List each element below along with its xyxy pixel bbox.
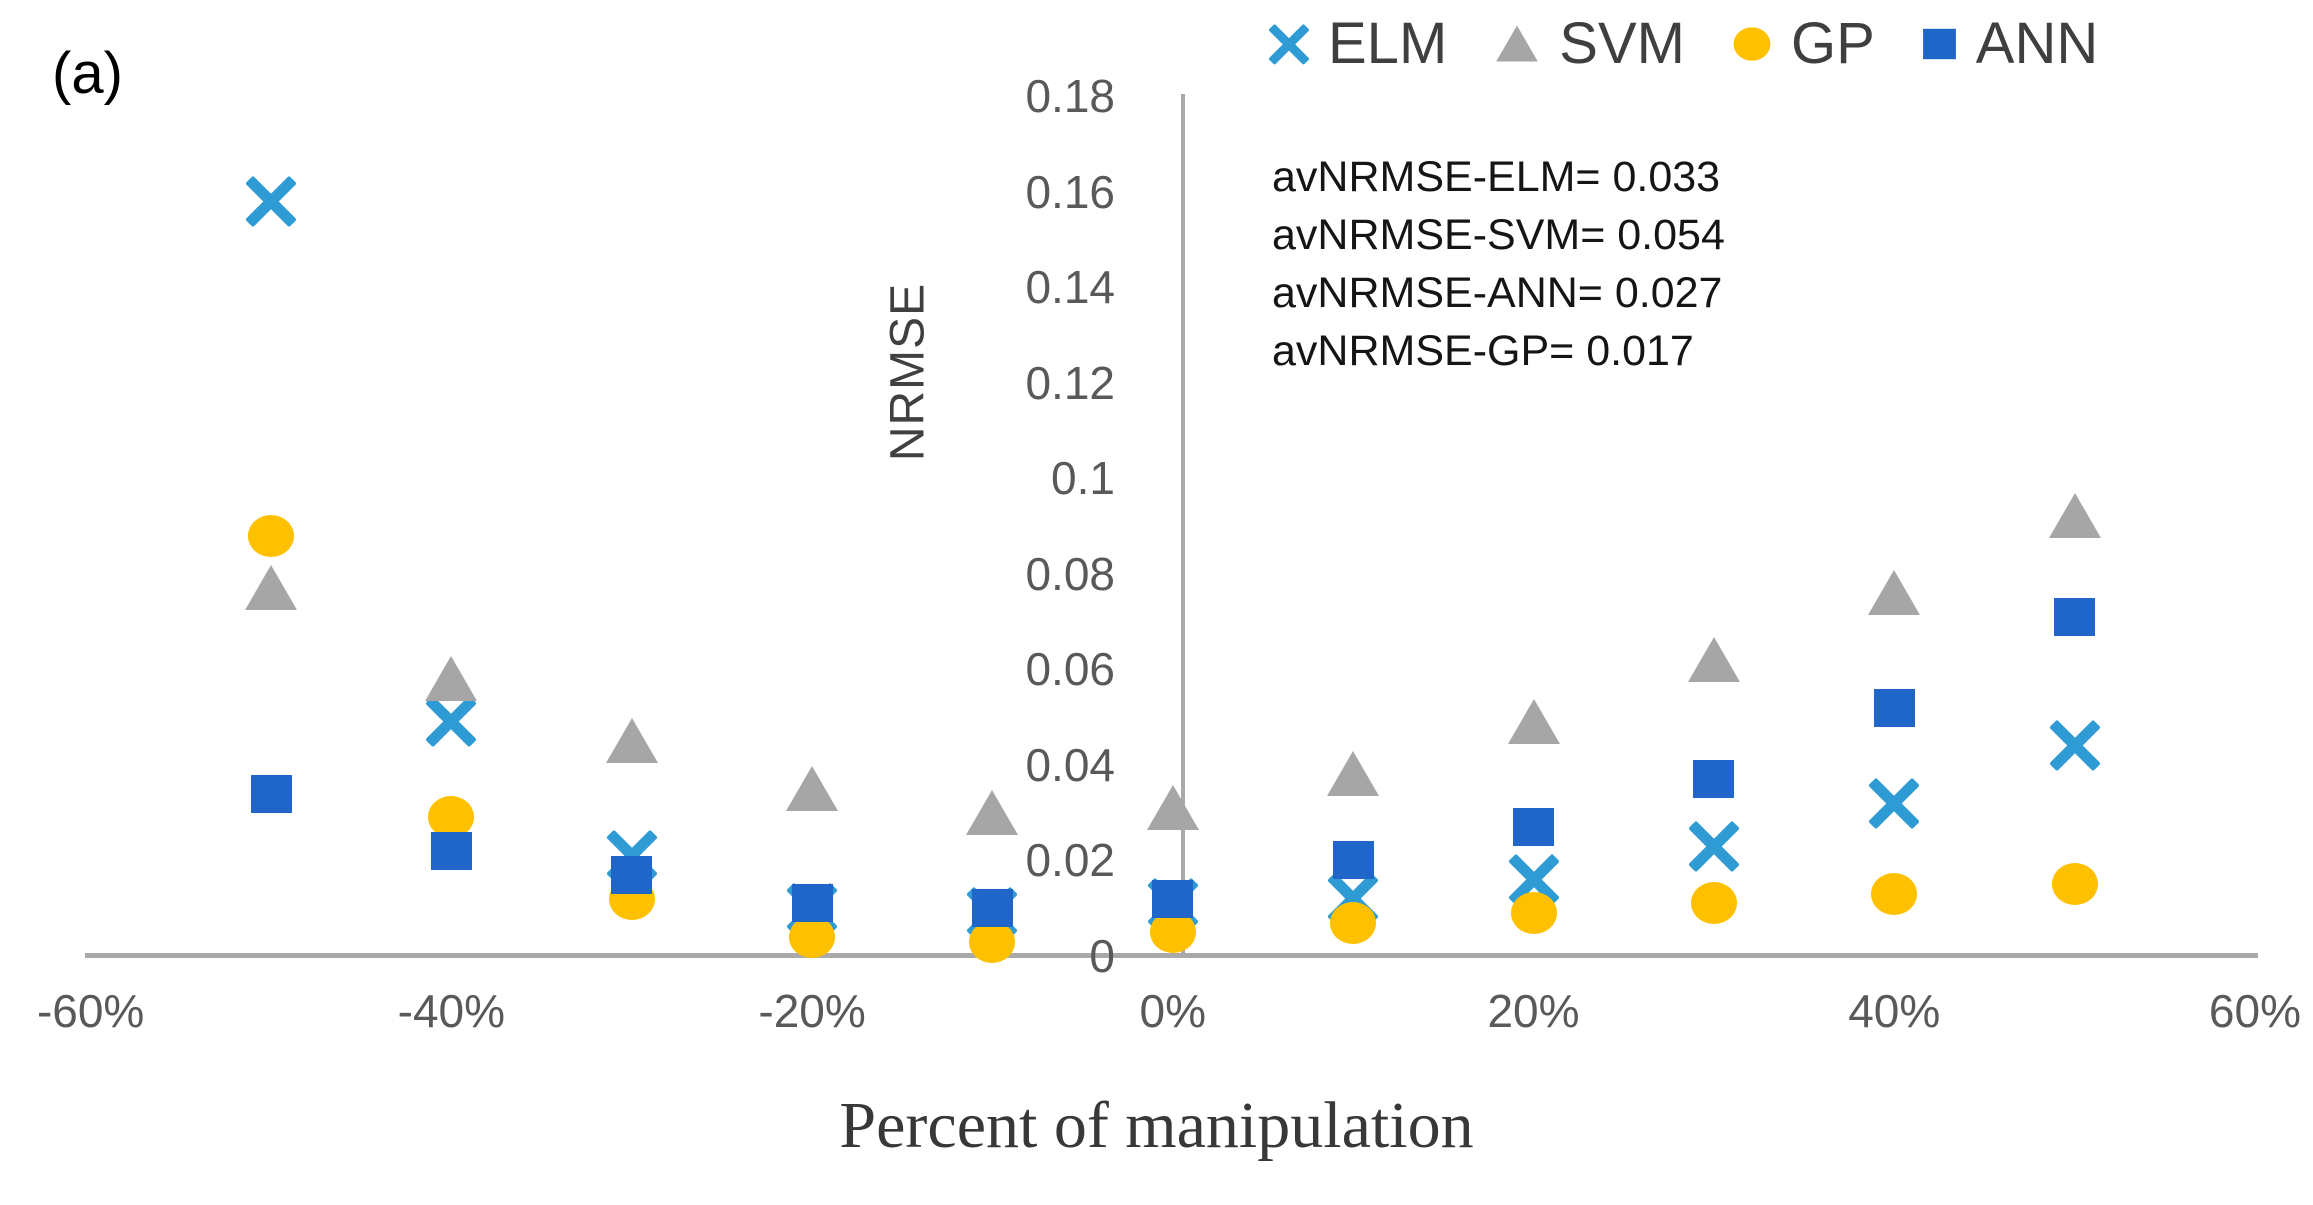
y-tick-label: 0.08: [1025, 547, 1115, 600]
data-point-svm: [1687, 636, 1740, 682]
figure-label: (a): [52, 41, 123, 106]
annotation-line: avNRMSE-SVM= 0.054: [1272, 211, 1725, 259]
chart-legend: ELM SVM GP ANN: [1266, 10, 2098, 77]
legend-item-elm: ELM: [1266, 10, 1447, 77]
legend-label: SVM: [1559, 11, 1685, 76]
data-point-elm: [1688, 820, 1740, 872]
x-tick-label: -20%: [758, 985, 866, 1037]
annotation-line: avNRMSE-ELM= 0.033: [1272, 153, 1721, 201]
y-tick-label: 0.06: [1025, 643, 1115, 696]
data-point-ann: [1513, 807, 1555, 846]
y-tick-label: 0.16: [1025, 165, 1115, 218]
annotation-line: avNRMSE-GP= 0.017: [1272, 327, 1694, 375]
square-marker-icon: [1922, 28, 1956, 59]
data-point-svm: [605, 717, 658, 763]
y-tick-label: 0: [1089, 930, 1115, 982]
y-axis-line: [1181, 94, 1185, 956]
data-point-ann: [1873, 688, 1915, 727]
data-point-ann: [971, 889, 1013, 928]
data-point-ann: [611, 855, 653, 894]
x-tick-label: 40%: [1848, 985, 1941, 1037]
data-point-svm: [245, 565, 297, 611]
x-marker-icon: [1268, 22, 1310, 65]
data-point-svm: [1507, 698, 1560, 744]
circle-marker-icon: [1733, 26, 1771, 61]
data-point-gp: [1330, 901, 1377, 944]
data-point-ann: [1693, 760, 1735, 799]
legend-label: GP: [1790, 11, 1875, 76]
data-point-gp: [1871, 872, 1918, 915]
data-point-gp: [428, 796, 475, 839]
x-axis-title: Percent of manipulation: [839, 1089, 1474, 1162]
data-point-elm: [245, 175, 297, 227]
data-point-elm: [425, 696, 478, 748]
x-axis-line: [85, 953, 2258, 958]
data-point-ann: [791, 884, 833, 923]
y-tick-label: 0.12: [1025, 356, 1115, 409]
legend-item-svm: SVM: [1491, 10, 1685, 77]
legend-item-gp: GP: [1729, 10, 1875, 77]
data-point-svm: [1868, 569, 1921, 615]
data-point-gp: [1690, 882, 1737, 925]
data-point-ann: [430, 831, 472, 870]
data-point-ann: [1332, 841, 1374, 880]
x-tick-label: 60%: [2208, 985, 2301, 1037]
data-point-elm: [2048, 719, 2101, 772]
data-point-svm: [2048, 493, 2101, 539]
data-point-svm: [786, 765, 839, 811]
x-tick-label: -40%: [397, 985, 506, 1037]
legend-item-ann: ANN: [1919, 10, 2098, 77]
data-point-ann: [2054, 597, 2096, 636]
legend-label: ELM: [1328, 11, 1448, 76]
data-point-svm: [966, 789, 1019, 835]
data-point-ann: [250, 774, 292, 813]
y-axis-title: NRMSE: [881, 282, 935, 462]
data-point-gp: [969, 920, 1016, 963]
data-point-gp: [1149, 911, 1196, 954]
data-point-svm: [1146, 784, 1199, 830]
data-point-elm: [1868, 777, 1921, 829]
y-tick-label: 0.14: [1025, 261, 1115, 314]
x-tick-label: 0%: [1139, 985, 1207, 1037]
triangle-marker-icon: [1496, 25, 1539, 62]
y-tick-label: 0.1: [1051, 452, 1115, 505]
data-point-svm: [1327, 751, 1380, 797]
data-point-ann: [1152, 879, 1194, 918]
data-point-gp: [248, 514, 294, 557]
y-tick-label: 0.18: [1025, 69, 1115, 122]
x-tick-label: 20%: [1487, 985, 1580, 1037]
x-tick-label: -60%: [36, 985, 145, 1037]
avg-nrmse-annotations: avNRMSE-ELM= 0.033 avNRMSE-SVM= 0.054 avNR…: [1272, 148, 1725, 380]
annotation-line: avNRMSE-ANN= 0.027: [1272, 269, 1723, 317]
y-tick-label: 0.02: [1025, 834, 1115, 887]
data-point-gp: [789, 915, 836, 958]
y-tick-label: 0.04: [1025, 738, 1115, 791]
data-point-gp: [2051, 863, 2098, 906]
legend-label: ANN: [1975, 11, 2099, 76]
data-point-svm: [425, 655, 478, 701]
data-point-gp: [1510, 891, 1557, 934]
